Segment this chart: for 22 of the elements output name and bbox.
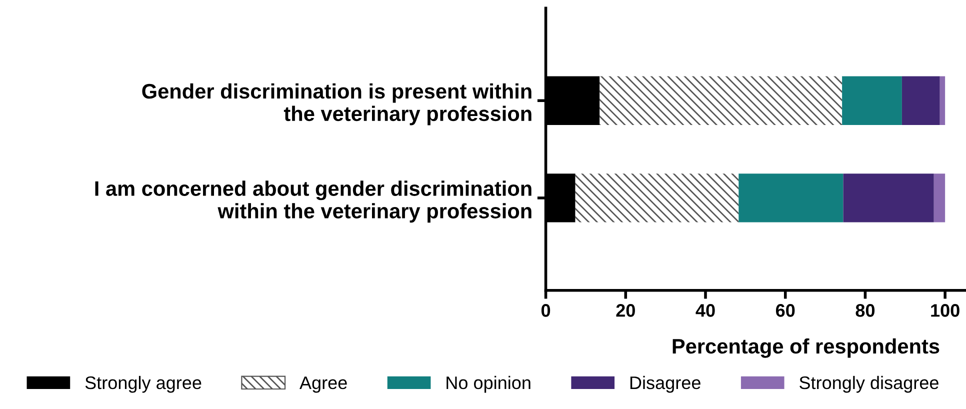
bar xyxy=(600,76,842,125)
x-tick-label: 20 xyxy=(616,304,635,317)
x-tick-label: 60 xyxy=(776,304,795,317)
bar xyxy=(842,76,902,125)
y-tick-label: I am concerned about gender discrimination within the veterinary profession xyxy=(95,180,532,223)
legend-label: No opinion xyxy=(446,376,530,393)
bar xyxy=(934,174,946,222)
bar xyxy=(902,76,940,125)
bar xyxy=(738,174,844,222)
bar xyxy=(843,174,934,222)
legend-label: Agree xyxy=(300,376,347,393)
bar xyxy=(940,76,946,125)
x-tick-label: 40 xyxy=(696,304,715,317)
x-tick-label: 80 xyxy=(856,304,875,317)
bar xyxy=(575,174,739,222)
legend-label: Strongly agree xyxy=(85,376,202,393)
y-tick-label: Gender discrimination is present within the veterinary profession xyxy=(142,83,532,126)
x-axis-title: Percentage of respondents xyxy=(672,338,940,358)
x-tick-label: 0 xyxy=(541,304,550,317)
legend-label: Disagree xyxy=(630,376,700,393)
x-tick-label: 100 xyxy=(931,304,960,317)
legend-label: Strongly disagree xyxy=(800,376,938,393)
